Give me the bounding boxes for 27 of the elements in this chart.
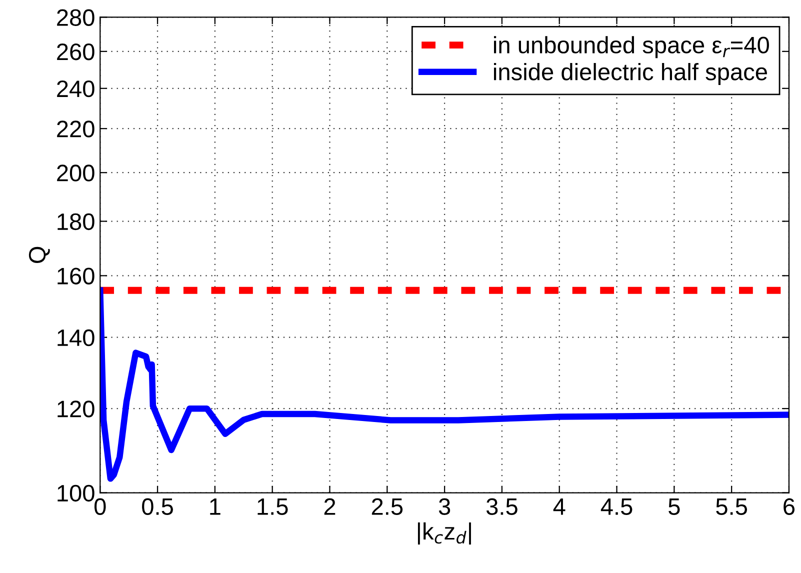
x-tick-label: 2	[324, 498, 336, 515]
x-tick-label: 6	[784, 498, 795, 515]
y-tick-label: 280	[57, 9, 94, 26]
x-tick-label: 4.5	[600, 498, 632, 515]
y-tick-label: 220	[57, 120, 94, 138]
x-tick-label: 5.5	[716, 498, 748, 515]
legend-label: in unbounded space ε$_{r}$=40	[494, 36, 769, 58]
x-tick-label: 0.5	[142, 498, 173, 515]
y-tick-label: 160	[58, 268, 94, 284]
x-tick-label: 0	[94, 498, 106, 515]
y-axis-title: Q	[28, 246, 50, 264]
y-tick-label: 140	[58, 329, 94, 346]
x-tick-label: 2.5	[372, 498, 403, 515]
y-tick-label: 180	[58, 213, 94, 230]
y-tick-label: 200	[57, 164, 94, 182]
x-tick-label: 3.5	[486, 498, 518, 515]
y-tick-label: 120	[58, 400, 94, 418]
y-tick-label: 100	[58, 484, 94, 502]
x-tick-label: 4	[553, 498, 566, 515]
x-axis-title: |k$_{c}$z$_{d}$|	[418, 522, 471, 545]
legend-label: inside dielectric half space	[494, 62, 767, 86]
x-tick-label: 1.5	[258, 498, 288, 515]
x-tick-label: 3	[438, 498, 450, 515]
y-tick-label: 240	[57, 80, 94, 98]
x-tick-label: 1	[210, 498, 220, 515]
y-tick-label: 260	[57, 43, 94, 60]
x-tick-label: 5	[668, 498, 680, 515]
